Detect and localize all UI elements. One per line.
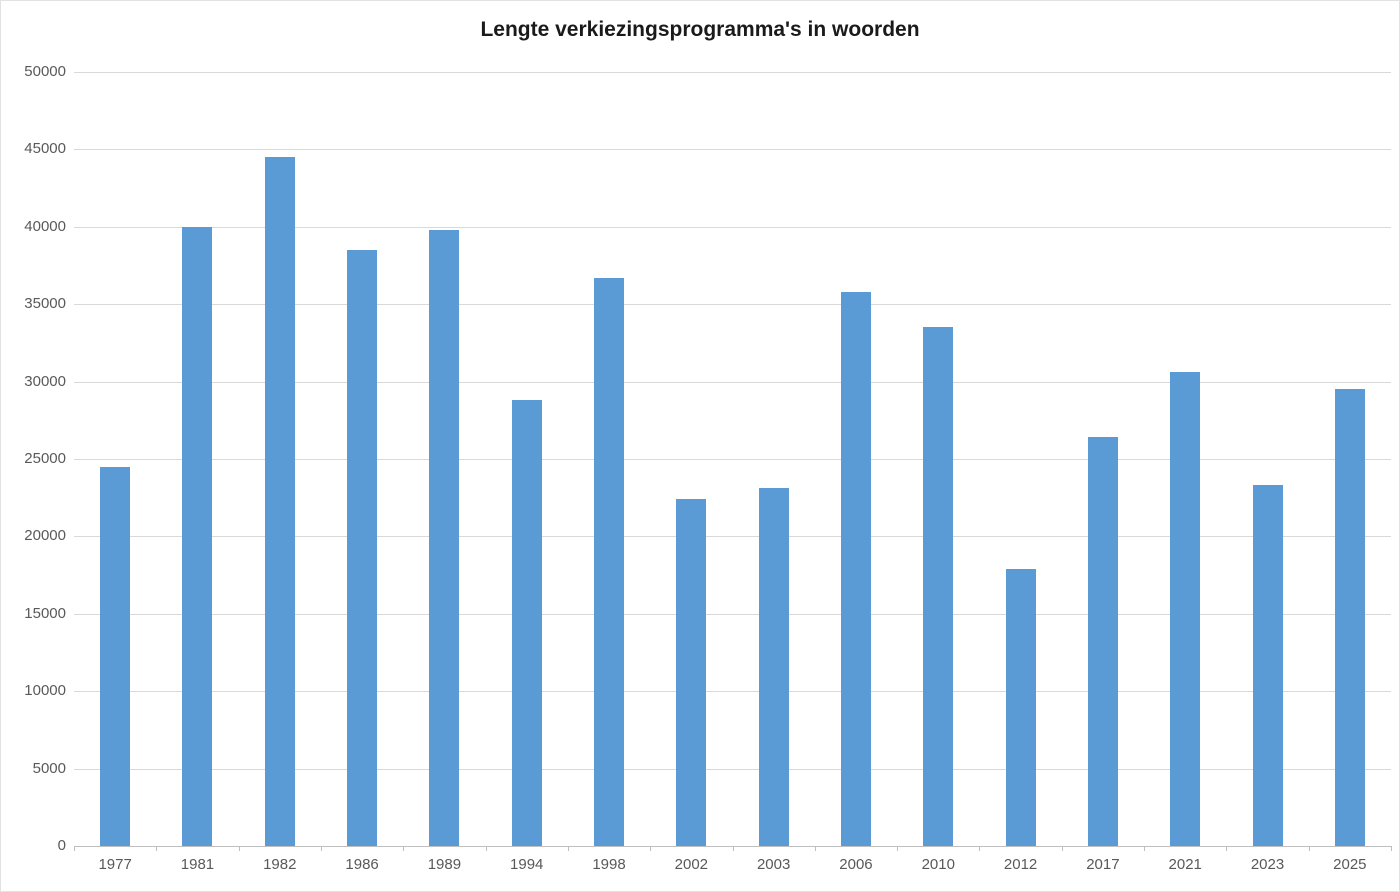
x-axis-tick [1144,846,1146,851]
gridline [74,691,1391,693]
x-axis-tick [814,846,816,851]
bar-1989 [429,229,460,846]
x-axis-tick [485,846,487,851]
gridline [74,226,1391,228]
x-axis-tick [320,846,322,851]
y-tick-label: 5000 [32,759,66,777]
gridline [74,536,1391,538]
y-tick-label: 45000 [24,140,66,158]
x-axis-tick [567,846,569,851]
x-axis-tick [1308,846,1310,851]
x-axis-tick [979,846,981,851]
gridline [74,459,1391,460]
y-tick-label: 35000 [24,295,66,313]
x-tick-label: 1998 [592,856,626,873]
x-axis-tick [403,846,405,851]
x-tick-label: 1977 [98,856,132,873]
bar-1981 [182,226,213,846]
x-axis-tick [732,846,734,851]
x-tick-label: 2003 [756,856,791,873]
bar-2012 [1005,568,1036,846]
y-tick-label: 10000 [24,682,66,700]
bar-1986 [347,250,378,846]
gridline [74,768,1391,770]
x-tick-label: 2012 [1003,856,1038,873]
x-tick-label: 1989 [427,856,462,873]
bar-2025 [1334,389,1365,846]
bar-2010 [923,327,954,846]
x-tick-label: 1994 [510,856,544,873]
x-axis-tick [650,846,652,851]
gridline [74,72,1391,73]
x-tick-label: 2002 [674,856,709,873]
x-tick-label: 1986 [345,856,379,873]
x-tick-label: 2021 [1168,856,1202,873]
gridline [74,304,1391,306]
chart-title: Lengte verkiezingsprogramma's in woorden [480,18,920,41]
x-axis-tick [1061,846,1063,851]
y-tick-label: 25000 [24,450,66,467]
x-axis-tick [1226,846,1228,851]
bar-1998 [594,277,625,846]
x-tick-label: 2025 [1333,856,1367,873]
x-tick-label: 2017 [1086,856,1120,873]
x-axis-tick [238,846,240,851]
x-tick-label: 2010 [921,856,955,873]
bar-2006 [840,291,871,846]
bar-2003 [758,488,789,846]
x-axis-tick [156,846,158,851]
x-tick-label: 1981 [180,856,215,873]
bar-2017 [1087,437,1118,846]
x-axis-tick [74,846,75,851]
x-axis-tick [1391,846,1392,851]
y-tick-label: 20000 [24,527,66,545]
x-axis-line [74,846,1391,847]
y-tick-label: 30000 [24,372,66,390]
y-tick-label: 0 [57,837,66,854]
y-tick-label: 15000 [24,604,66,622]
gridline [74,149,1391,151]
gridline [74,613,1391,615]
bar-2023 [1252,485,1283,846]
bar-1982 [264,157,295,846]
bar-2021 [1170,372,1201,846]
gridline [74,381,1391,383]
bar-1977 [100,466,131,846]
x-tick-label: 1982 [263,856,297,873]
x-tick-label: 2006 [839,856,873,873]
bar-1994 [511,400,542,846]
x-axis-tick [897,846,899,851]
bar-2002 [676,499,707,846]
x-tick-label: 2023 [1250,856,1285,873]
y-tick-label: 40000 [24,217,66,235]
plot-area: 0 5000 10000 15000 20000 25000 30000 35000 40000… [24,63,1392,873]
y-tick-label: 50000 [24,63,66,80]
